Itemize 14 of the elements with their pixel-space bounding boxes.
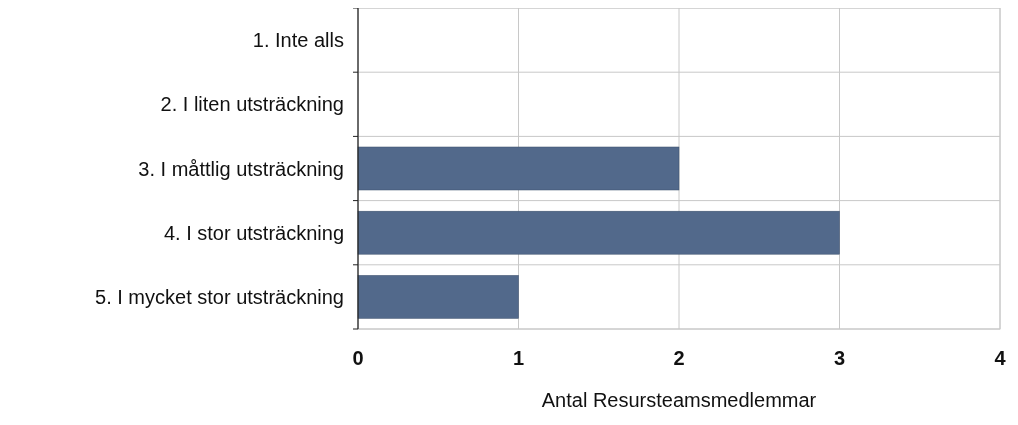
x-tick-label: 4 [994, 347, 1007, 369]
x-tick-label: 1 [512, 347, 525, 369]
x-tick-label: 3 [833, 347, 846, 369]
y-tick-label: 2. I liten utsträckning [160, 93, 344, 116]
y-tick-label: 1. Inte alls [252, 29, 344, 52]
bar [357, 146, 680, 191]
x-tick-label: 0 [352, 347, 364, 369]
y-tick-label: 4. I stor utsträckning [163, 221, 344, 244]
bar [357, 275, 519, 319]
y-tick-label: 3. I måttlig utsträckning [138, 157, 344, 180]
y-tick-label: 5. I mycket stor utsträckning [95, 285, 344, 308]
x-axis-title: Antal Resursteamsmedlemmar [541, 389, 817, 411]
x-tick-label: 2 [673, 347, 685, 369]
bar [357, 210, 840, 255]
